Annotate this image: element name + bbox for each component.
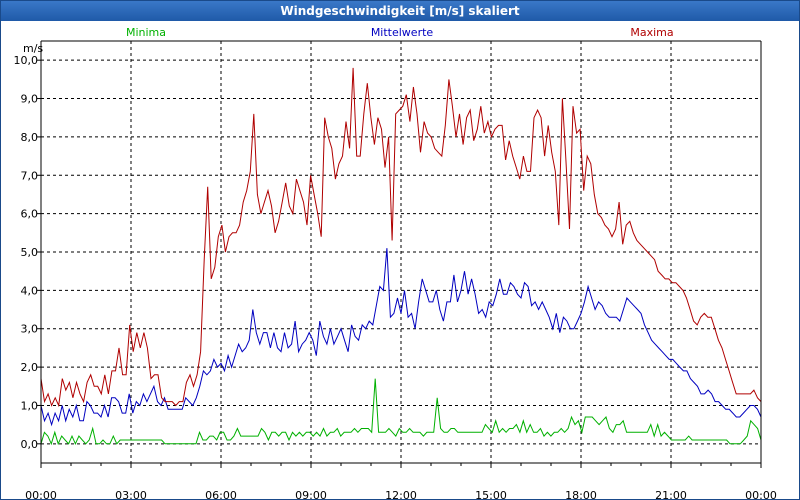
- x-tick-time-label: 00:00: [25, 489, 57, 499]
- y-tick-label: 8,0: [21, 131, 39, 144]
- grid: [37, 41, 762, 468]
- x-tick-time-label: 21:00: [655, 489, 687, 499]
- y-tick-label: 10,0: [14, 54, 39, 67]
- x-tick-time-label: 03:00: [115, 489, 147, 499]
- legend-maxima: Maxima: [630, 26, 673, 39]
- y-tick-label: 5,0: [21, 246, 39, 259]
- y-tick-label: 7,0: [21, 169, 39, 182]
- y-axis-unit: m/s: [23, 42, 43, 55]
- y-tick-label: 1,0: [21, 399, 39, 412]
- x-tick-time-label: 15:00: [475, 489, 507, 499]
- x-tick-time-label: 06:00: [205, 489, 237, 499]
- wind-speed-chart: m/s Minima Mittelwerte Maxima 0,0 1,0 2,0 3…: [14, 26, 777, 499]
- x-tick-time-label: 00:00: [745, 489, 777, 499]
- x-tick-time-label: 18:00: [565, 489, 597, 499]
- series-line-minima: [40, 378, 762, 446]
- y-tick-label: 6,0: [21, 208, 39, 221]
- x-tick-time-label: 12:00: [385, 489, 417, 499]
- y-tick-label: 9,0: [21, 93, 39, 106]
- y-tick-label: 0,0: [21, 438, 39, 451]
- y-tick-label: 2,0: [21, 361, 39, 374]
- y-tick-label: 3,0: [21, 323, 39, 336]
- window-title: Windgeschwindigkeit [m/s] skaliert: [1, 1, 799, 21]
- legend-mittelwerte: Mittelwerte: [371, 26, 434, 39]
- y-tick-label: 4,0: [21, 284, 39, 297]
- series-line-mittelwerte: [40, 248, 762, 427]
- series-line-maxima: [40, 67, 762, 408]
- legend-minima: Minima: [126, 26, 166, 39]
- x-tick-time-label: 09:00: [295, 489, 327, 499]
